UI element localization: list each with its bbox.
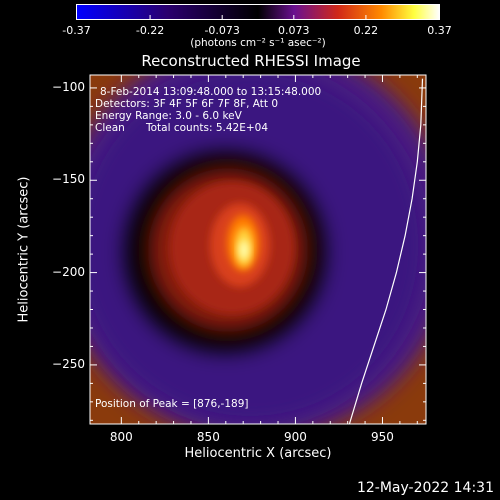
- solar-limb-curve: [348, 78, 424, 424]
- footer-timestamp: 12-May-2022 14:31: [356, 480, 494, 496]
- axis-ticks: [90, 75, 426, 424]
- chart-title: Reconstructed RHESSI Image: [141, 52, 361, 70]
- y-tick-label: −250: [52, 356, 85, 371]
- colorbar-tick-label: -0.073: [204, 24, 240, 37]
- colorbar-tick-label: 0.073: [278, 24, 310, 37]
- colorbar: [76, 4, 440, 20]
- x-tick-label: 900: [283, 430, 307, 444]
- x-axis-title: Heliocentric X (arcsec): [184, 446, 332, 461]
- y-tick-label: −100: [52, 79, 85, 94]
- plot-frame: [89, 74, 427, 425]
- colorbar-tick-label: 0.37: [427, 24, 452, 37]
- colorbar-ticks: [76, 15, 440, 20]
- annotation-detectors: Detectors: 3F 4F 5F 6F 7F 8F, Att 0: [95, 98, 279, 110]
- x-tick-label: 950: [371, 430, 394, 444]
- colorbar-unit-label: (photons cm⁻² s⁻¹ asec⁻²): [190, 37, 326, 49]
- x-tick-label: 800: [109, 430, 133, 444]
- colorbar-labels: -0.37 -0.22 -0.073 0.073 0.22 0.37: [0, 24, 500, 54]
- annotation-peak-position: Position of Peak = [876,-189]: [95, 398, 249, 410]
- annotation-counts: Total counts: 5.42E+04: [146, 122, 269, 134]
- y-tick-label: −150: [52, 172, 85, 187]
- y-tick-label: −200: [52, 264, 85, 279]
- colorbar-tick-label: -0.37: [62, 24, 91, 37]
- y-axis-title: Heliocentric Y (arcsec): [16, 176, 32, 323]
- annotation-energy: Energy Range: 3.0 - 6.0 keV: [95, 110, 242, 122]
- heatmap-image: [90, 75, 426, 424]
- annotation-clean: Clean: [95, 122, 125, 134]
- colorbar-tick-label: 0.22: [353, 24, 379, 37]
- colorbar-gradient: [76, 4, 440, 20]
- colorbar-tick-label: -0.22: [135, 24, 165, 37]
- x-tick-label: 850: [196, 430, 220, 444]
- annotation-time: 8-Feb-2014 13:09:48.000 to 13:15:48.000: [100, 86, 322, 98]
